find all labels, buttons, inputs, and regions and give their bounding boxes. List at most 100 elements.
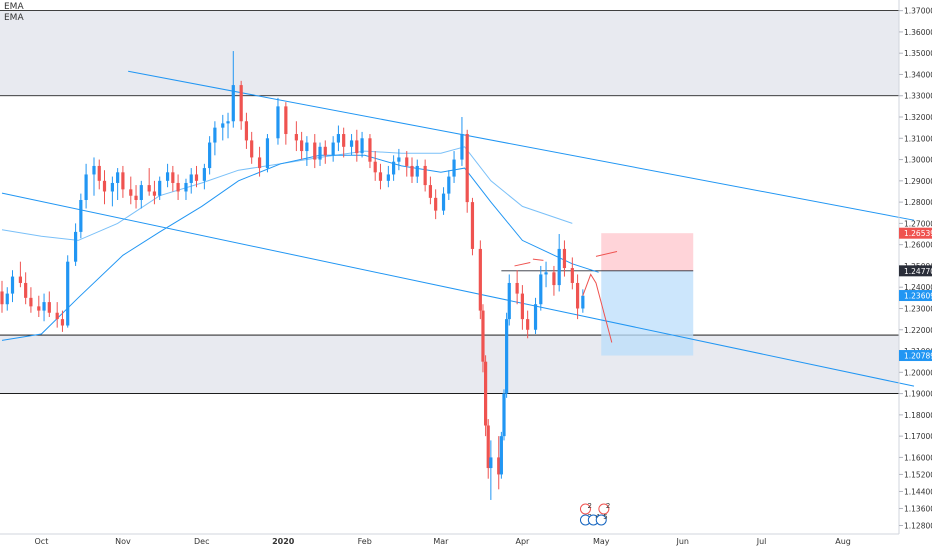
candle-body [5,293,9,305]
time-axis[interactable]: Oct Nov Dec 2020 Feb Mar Apr May Jun Jul Aug [0,533,899,546]
price-tag-label: 1.20789 [904,352,932,361]
candle-body [452,159,456,177]
candle-body [575,282,580,309]
candle-body [171,172,175,183]
marker-stroke-1 [514,262,531,267]
trendline-2[interactable] [1,192,915,387]
candle-body [499,436,503,475]
candle-body [470,202,475,249]
price-tick-label: 1.20000 [904,368,932,377]
time-tick-label: May [593,537,610,546]
candle-body [378,172,383,181]
projection-curve [582,273,613,343]
candle-body [221,123,225,128]
time-tick-label: 2020 [272,537,295,546]
candle-body [165,172,170,181]
indicator-label-ema-1[interactable]: EMA [4,2,24,12]
time-tick-label: Oct [35,537,49,546]
indicator-label-ema-2[interactable]: EMA [4,13,24,23]
price-tick-label: 1.18000 [904,411,932,420]
candle-body [544,272,548,275]
price-tag[interactable] [899,290,932,302]
candle-body [415,165,419,177]
candle-body [60,319,65,326]
candle-body [79,199,83,232]
candle-body [97,165,101,181]
time-tick-label: Apr [515,537,530,546]
candle-body [397,157,401,162]
candle-body [158,180,162,196]
event-count: 2 [587,502,591,510]
candle-body [208,142,212,169]
candle-body [507,282,511,320]
candle-body [265,138,270,169]
take-profit-box[interactable] [601,270,694,356]
event-flag-icon[interactable] [598,503,610,515]
candle-body [184,182,188,192]
time-tick-label: Dec [194,537,209,546]
candle-body [226,121,230,124]
candle-body [10,276,15,294]
candle-body [481,310,485,362]
candle-body [483,361,488,426]
candle-body [526,319,530,330]
hand-drawn-path [514,250,618,343]
candle-body [355,140,359,154]
candle-body [423,165,427,186]
time-tick-label: Jul [756,537,767,546]
candle-body [478,248,482,311]
price-tag[interactable] [899,350,932,362]
price-tag-label: 1.26539 [904,229,932,238]
trendline-1[interactable] [128,70,915,221]
event-flag-icon[interactable] [579,503,591,515]
price-tick-label: 1.35000 [904,49,932,58]
marker-stroke-3 [595,250,618,257]
candle-body [533,304,538,330]
candle-body [92,165,96,175]
price-tick-label: 1.15200 [904,470,932,479]
candle-body [37,306,41,311]
candle-body [323,146,327,156]
candle-body [552,272,556,286]
trend-channel-lines[interactable] [1,70,915,387]
candle-body [434,197,438,211]
candle-body [342,134,346,147]
zone-2 [0,335,899,394]
candle-body [539,274,543,305]
candle-body [42,302,46,311]
candle-body [176,182,180,192]
candle-body [55,312,59,320]
candle-body [581,295,585,309]
price-tick-label: 1.36000 [904,28,932,37]
event-flag-icon[interactable] [595,514,607,526]
candle-body [557,248,561,286]
price-axis[interactable]: 1.37000 1.36000 1.35000 1.34000 1.33000 1.320… [898,0,932,534]
price-tag[interactable] [899,265,932,277]
candle-body [257,157,262,169]
price-tag[interactable] [899,227,932,239]
price-tick-label: 1.37000 [904,7,932,16]
time-tick-label: Aug [835,537,851,546]
candle-body [505,319,509,394]
candle-body [349,140,354,147]
candle-body [318,146,322,160]
economic-events[interactable]: 22245 [579,502,610,526]
candlestick-series [0,51,585,500]
candle-body [202,168,206,181]
candle-body [239,85,243,122]
candle-body [66,261,70,326]
marker-stroke-2 [532,258,544,261]
candle-body [497,457,501,475]
price-tick-label: 1.27000 [904,219,932,228]
price-tick-label: 1.17000 [904,432,932,441]
candle-body [24,282,28,298]
candle-body [486,425,490,469]
candle-body [460,134,464,160]
candle-body [0,291,4,305]
event-count: 2 [606,502,610,510]
candle-body [520,293,524,320]
candle-body [515,282,519,294]
candle-body [489,457,493,469]
